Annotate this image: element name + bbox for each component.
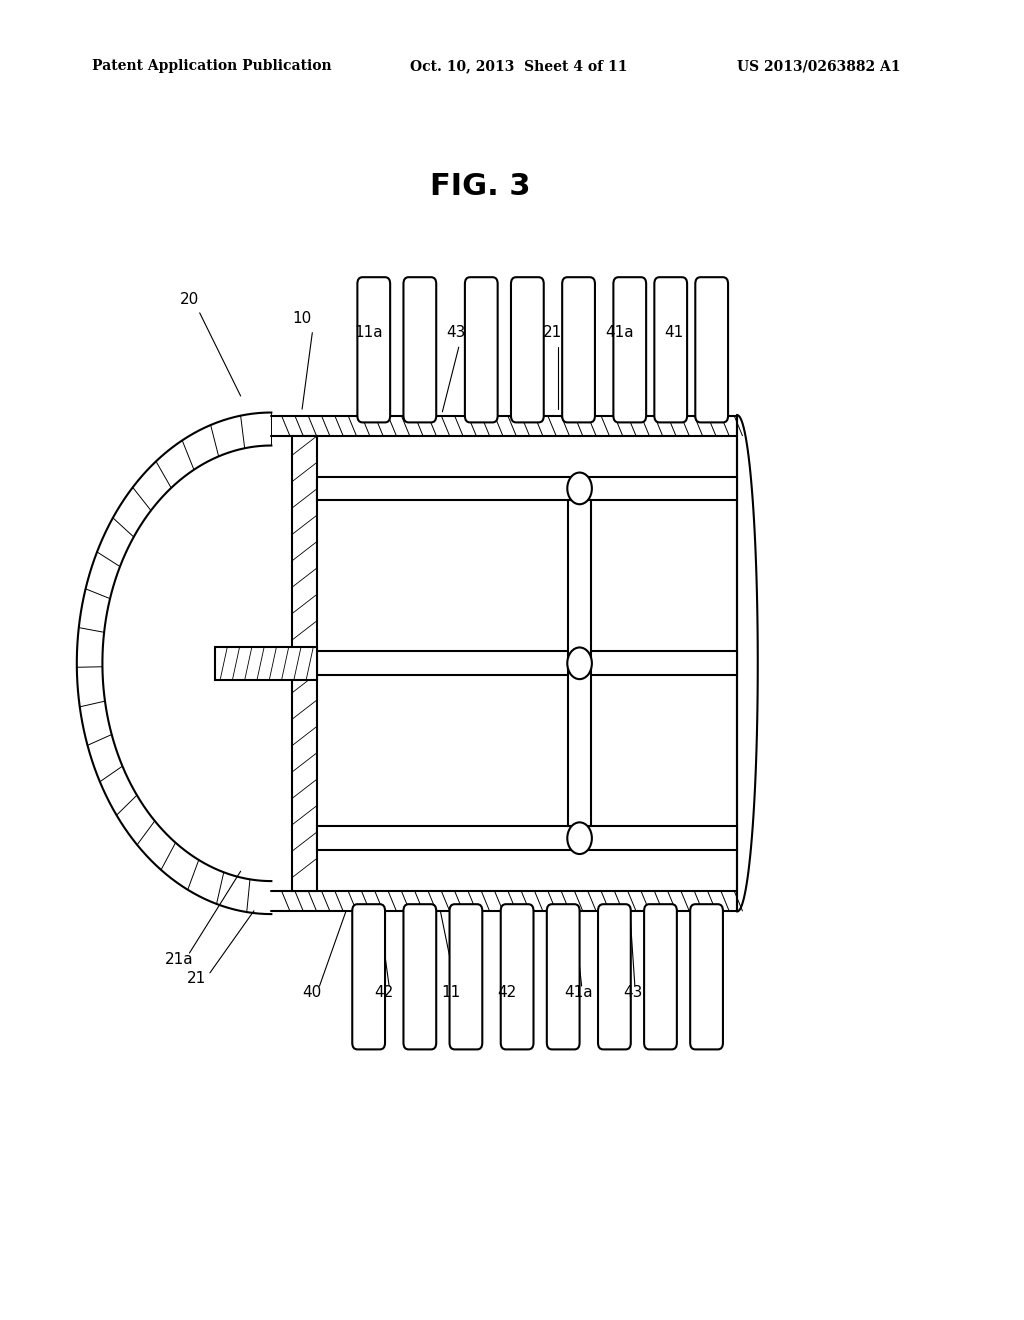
Bar xyxy=(292,436,317,891)
FancyBboxPatch shape xyxy=(403,904,436,1049)
Text: 11: 11 xyxy=(441,985,460,999)
FancyBboxPatch shape xyxy=(613,277,646,422)
Text: Patent Application Publication: Patent Application Publication xyxy=(92,59,332,74)
Text: 41a: 41a xyxy=(564,985,593,999)
FancyBboxPatch shape xyxy=(690,904,723,1049)
FancyBboxPatch shape xyxy=(695,277,728,422)
Circle shape xyxy=(567,473,592,504)
Bar xyxy=(317,477,737,500)
FancyBboxPatch shape xyxy=(562,277,595,422)
FancyBboxPatch shape xyxy=(465,277,498,422)
Bar xyxy=(215,647,317,680)
Text: 21a: 21a xyxy=(165,952,194,966)
Text: Oct. 10, 2013  Sheet 4 of 11: Oct. 10, 2013 Sheet 4 of 11 xyxy=(410,59,627,74)
FancyBboxPatch shape xyxy=(352,904,385,1049)
Text: FIG. 3: FIG. 3 xyxy=(430,172,530,201)
FancyBboxPatch shape xyxy=(511,277,544,422)
Text: US 2013/0263882 A1: US 2013/0263882 A1 xyxy=(737,59,901,74)
Circle shape xyxy=(567,647,592,678)
Bar xyxy=(317,826,737,850)
Bar xyxy=(297,651,737,675)
Text: 10: 10 xyxy=(293,312,311,326)
Bar xyxy=(568,500,591,826)
FancyBboxPatch shape xyxy=(501,904,534,1049)
FancyBboxPatch shape xyxy=(357,277,390,422)
FancyBboxPatch shape xyxy=(450,904,482,1049)
Text: 40: 40 xyxy=(303,985,322,999)
Text: 42: 42 xyxy=(498,985,516,999)
FancyBboxPatch shape xyxy=(598,904,631,1049)
Text: 41a: 41a xyxy=(605,325,634,339)
FancyBboxPatch shape xyxy=(547,904,580,1049)
Text: 41: 41 xyxy=(665,325,683,339)
Text: 43: 43 xyxy=(446,325,465,339)
Text: 20: 20 xyxy=(180,292,199,306)
Text: 43: 43 xyxy=(624,985,642,999)
FancyBboxPatch shape xyxy=(403,277,436,422)
Text: 21: 21 xyxy=(187,972,206,986)
Text: 42: 42 xyxy=(375,985,393,999)
FancyBboxPatch shape xyxy=(654,277,687,422)
FancyBboxPatch shape xyxy=(644,904,677,1049)
Text: 11a: 11a xyxy=(354,325,383,339)
Circle shape xyxy=(567,822,592,854)
Text: 21: 21 xyxy=(544,325,562,339)
